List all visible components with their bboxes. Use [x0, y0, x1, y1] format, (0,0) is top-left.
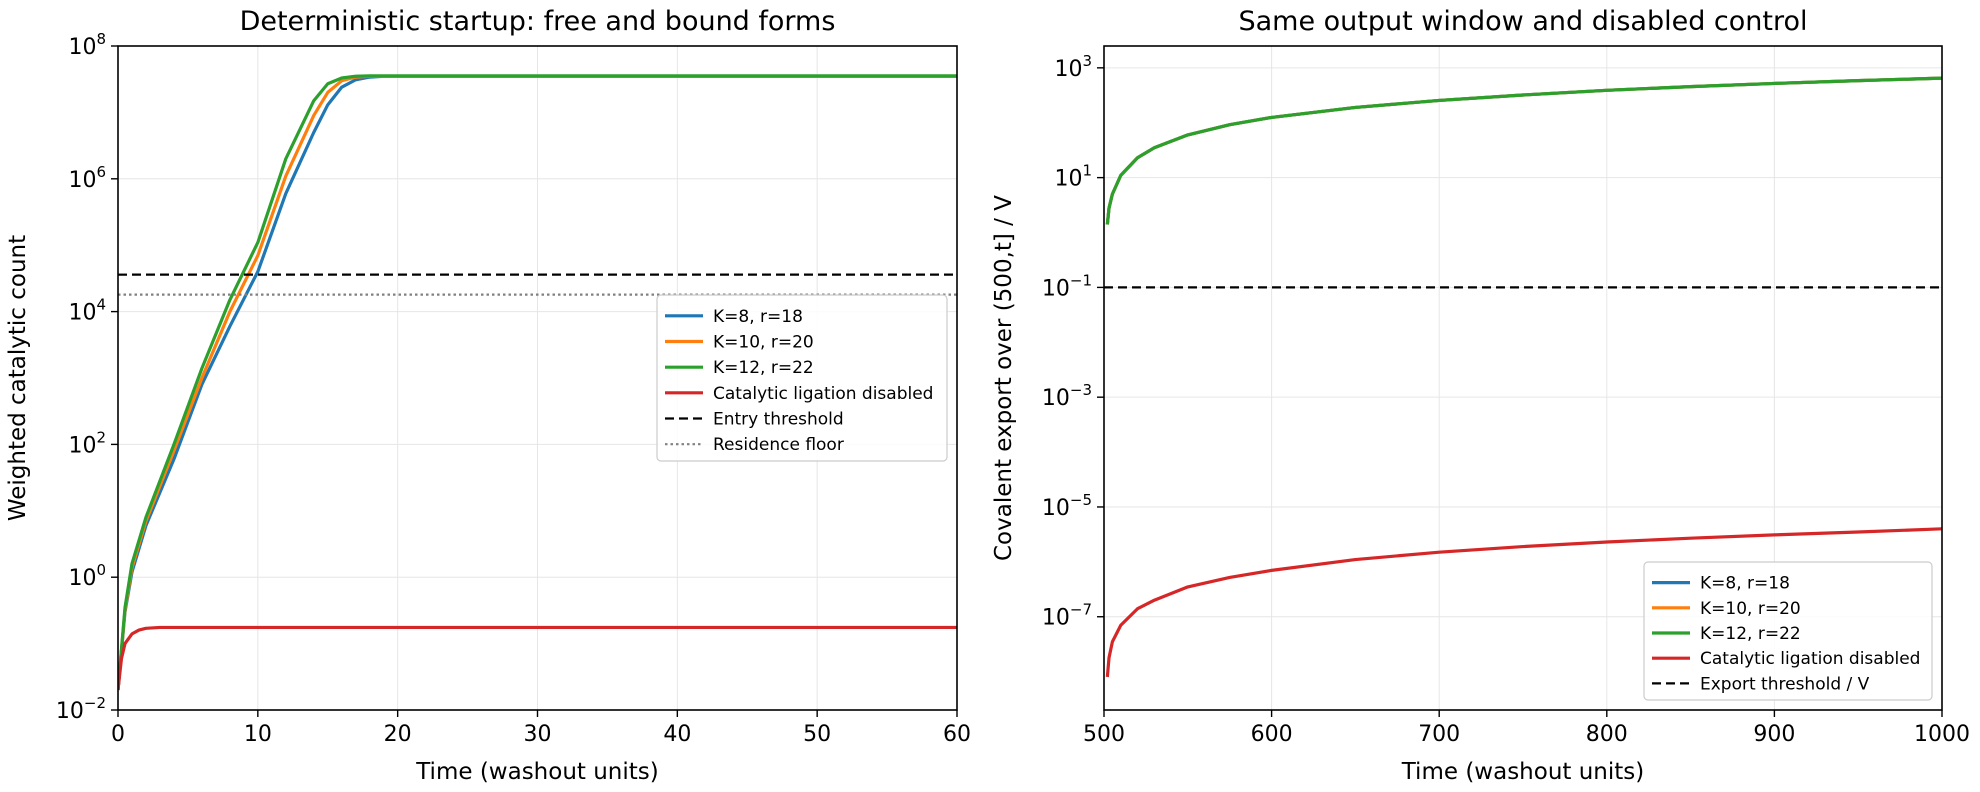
legend-box	[656, 294, 948, 462]
legend-label: K=12, r=22	[713, 358, 814, 378]
y-tick-label: 10−2	[56, 694, 106, 724]
y-tick-label: 100	[68, 561, 106, 591]
x-tick-label: 900	[1753, 722, 1795, 747]
legend-label: K=10, r=20	[713, 333, 814, 353]
y-tick-label: 108	[68, 30, 106, 60]
y-tick-label: 10−5	[1042, 491, 1092, 521]
series-line-4	[1105, 527, 1942, 678]
legend-label: Export threshold / V	[1700, 674, 1870, 694]
series-line-1	[1105, 76, 1942, 225]
x-tick-label: 50	[803, 722, 831, 747]
legend-label: Entry threshold	[713, 410, 844, 430]
chart-panel-2: 500 600 700 800 900 1000 10−7 10−5 10−3 10−1 101 10…	[991, 6, 1970, 785]
x-tick-label: 600	[1251, 722, 1293, 747]
y-tick-label: 102	[68, 428, 106, 458]
x-tick-label: 800	[1586, 722, 1628, 747]
x-tick-label: 40	[663, 722, 691, 747]
series-line-3	[1105, 76, 1942, 225]
y-tick-label: 10−3	[1042, 381, 1092, 411]
y-tick-label: 106	[68, 163, 106, 193]
y-tick-label: 104	[68, 296, 106, 326]
chart-panel-1: 0 10 20 30 40 50 60 10−2 100 102 104 106 108 Determin…	[5, 6, 971, 785]
legend-label: K=8, r=18	[713, 307, 803, 327]
x-tick-label: 0	[111, 722, 125, 747]
series-line-4	[118, 625, 957, 691]
legend: K=8, r=18 K=10, r=20 K=12, r=22 Catalytic l…	[656, 294, 948, 462]
chart-title: Same output window and disabled control	[1238, 6, 1807, 37]
legend-box	[1643, 561, 1933, 701]
y-tick-label: 101	[1054, 162, 1092, 192]
legend-label: K=8, r=18	[1700, 574, 1790, 594]
x-tick-label: 20	[384, 722, 412, 747]
y-tick-label: 10−7	[1042, 601, 1092, 631]
series-line-2	[1105, 76, 1942, 225]
x-tick-label: 60	[943, 722, 971, 747]
x-tick-label: 1000	[1914, 722, 1970, 747]
legend-label: K=10, r=20	[1700, 599, 1801, 619]
legend-label: K=12, r=22	[1700, 624, 1801, 644]
y-axis-label: Covalent export over (500,t] / V	[991, 195, 1017, 561]
x-tick-label: 700	[1418, 722, 1460, 747]
y-tick-label: 103	[1054, 52, 1092, 82]
legend-label: Residence floor	[713, 435, 844, 455]
series-line-3	[118, 74, 957, 691]
plot-frame	[1103, 45, 1943, 711]
chart-title: Deterministic startup: free and bound fo…	[240, 6, 836, 37]
x-tick-label: 30	[524, 722, 552, 747]
y-axis-label: Weighted catalytic count	[5, 235, 31, 521]
x-axis-label: Time (washout units)	[415, 759, 659, 785]
x-axis-label: Time (washout units)	[1401, 759, 1645, 785]
x-tick-label: 500	[1083, 722, 1125, 747]
legend: K=8, r=18 K=10, r=20 K=12, r=22 Catalytic l…	[1643, 561, 1933, 701]
y-tick-label: 10−1	[1042, 271, 1092, 301]
legend-label: Catalytic ligation disabled	[713, 384, 933, 404]
x-tick-label: 10	[244, 722, 272, 747]
legend-label: Catalytic ligation disabled	[1700, 649, 1920, 669]
